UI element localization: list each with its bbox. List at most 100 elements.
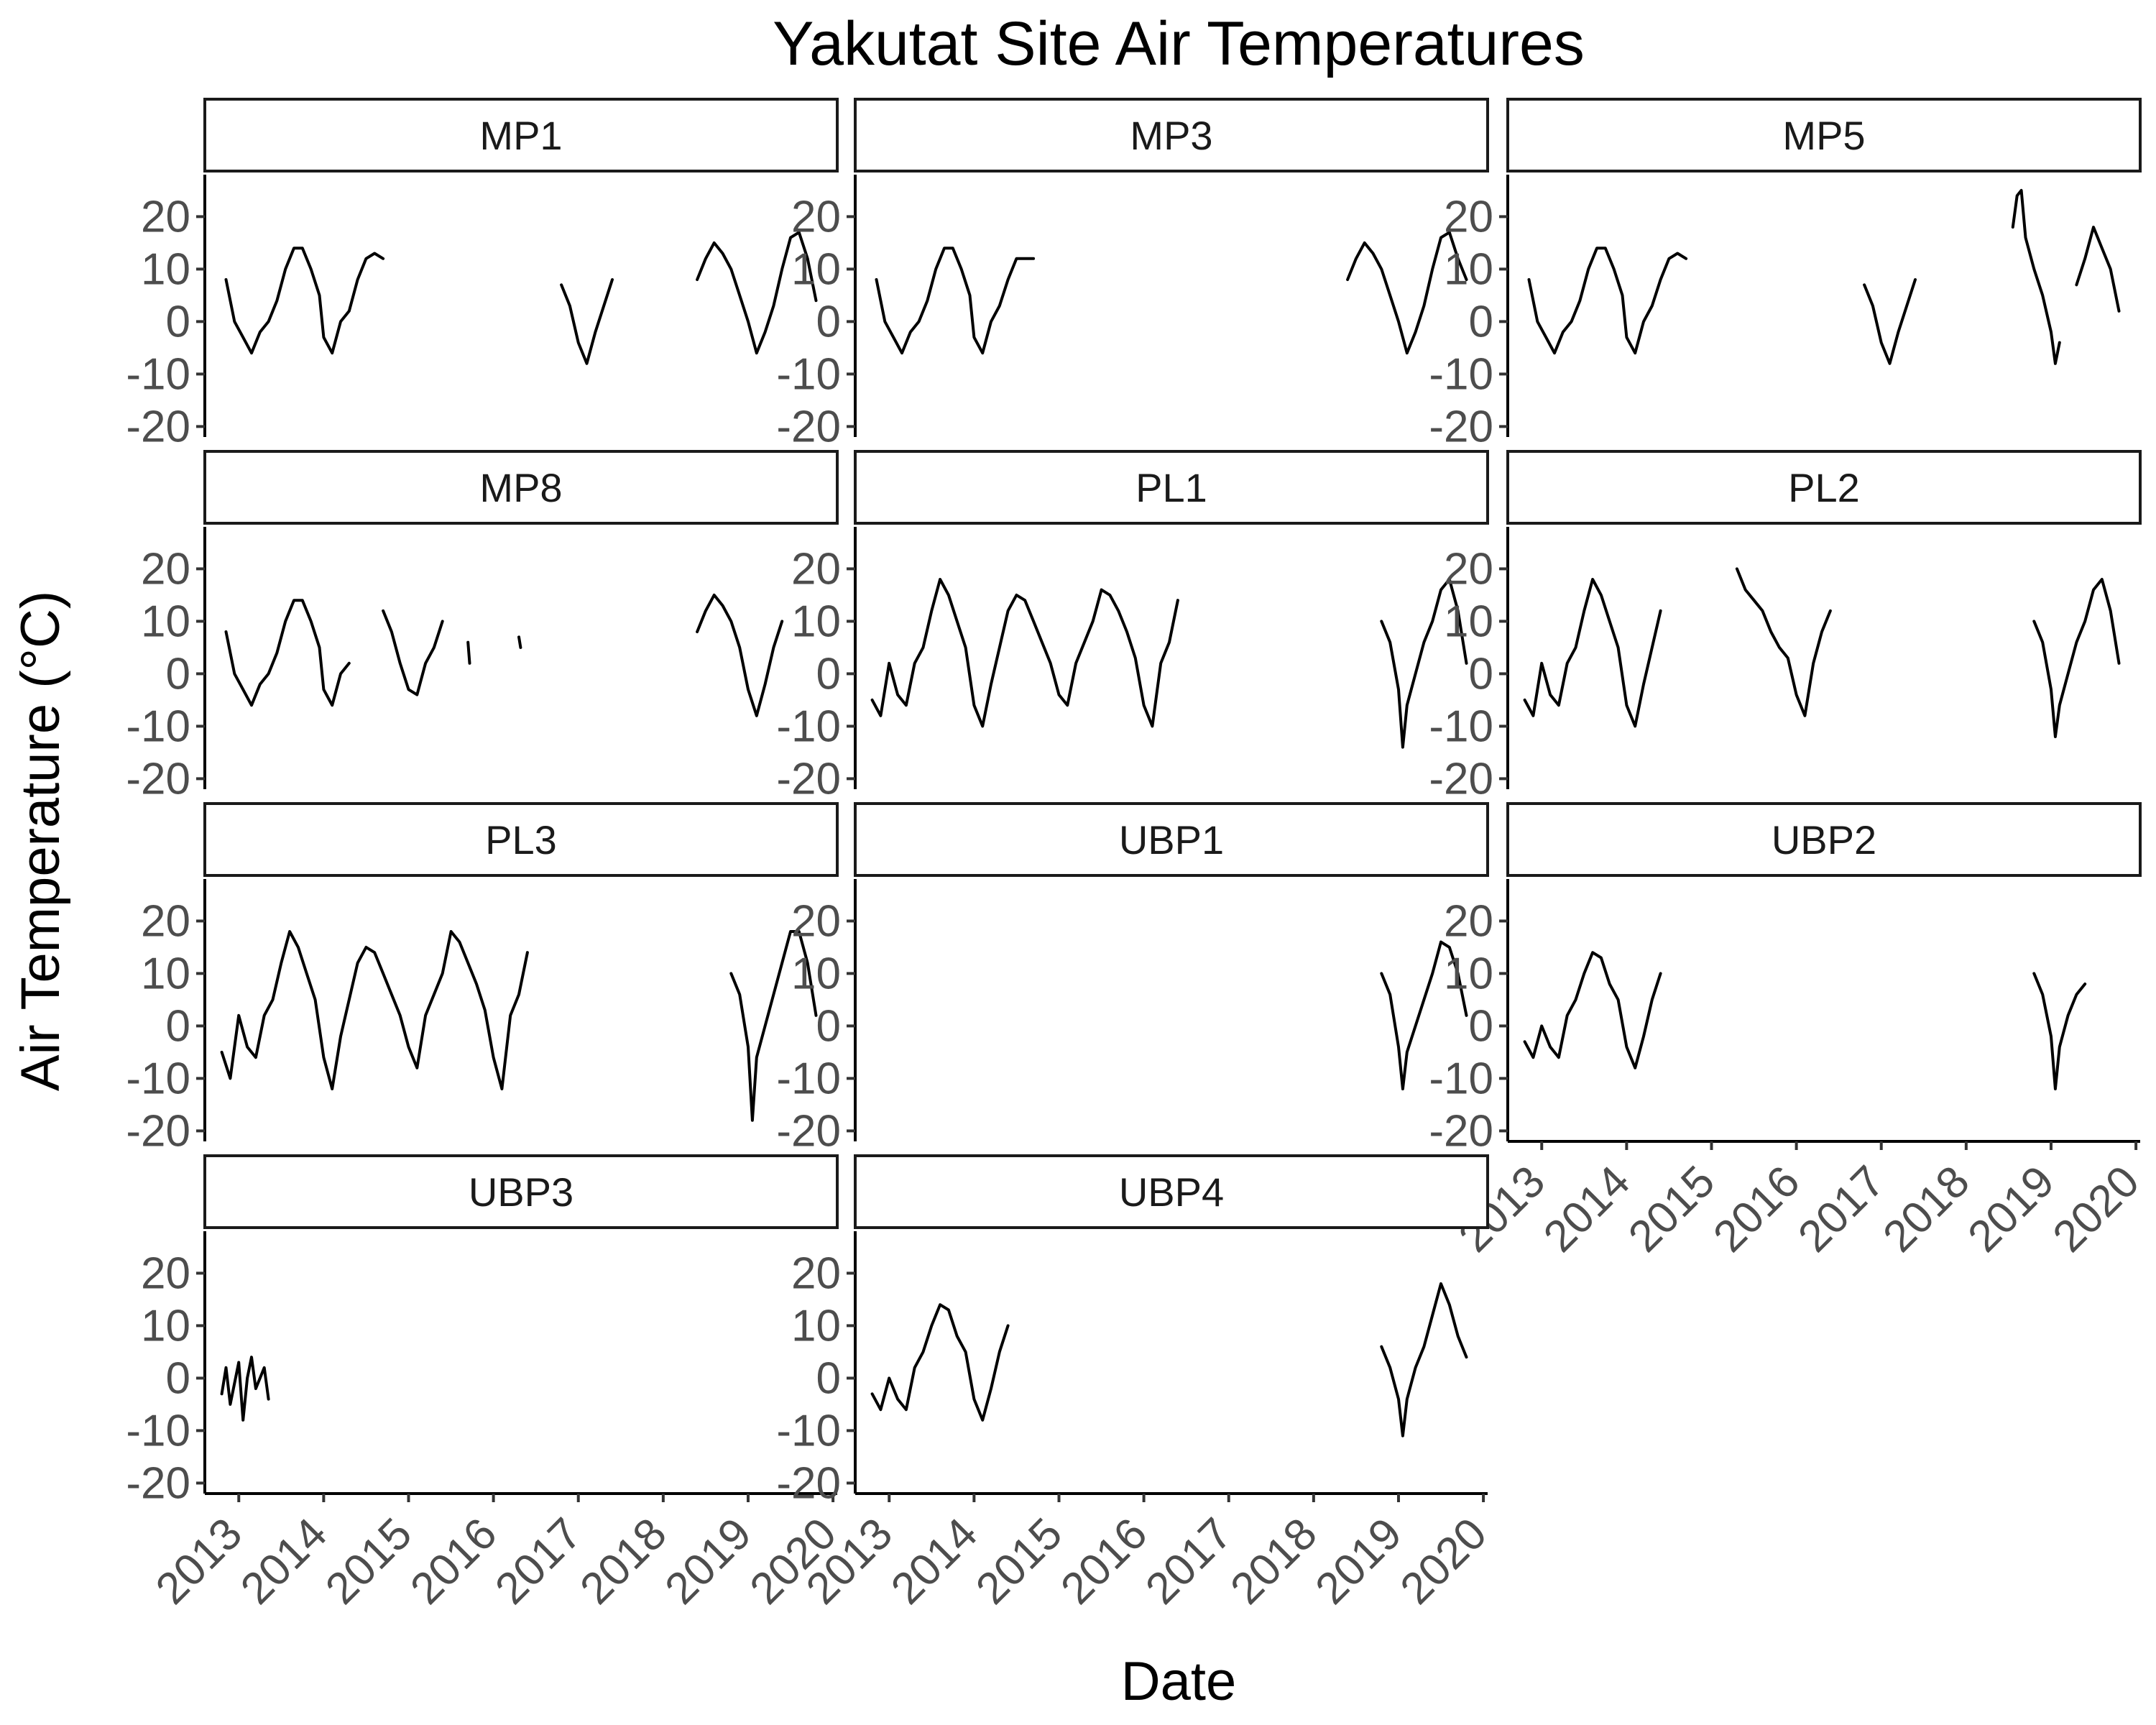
x-tick-label: 2020 [2044,1156,2149,1261]
x-tick-label: 2019 [1959,1156,2064,1261]
y-tick-label: 10 [1444,244,1493,294]
y-tick-label: -10 [1429,349,1493,399]
series-line-mp5 [1863,278,1917,365]
series-line-mp5 [2011,188,2061,365]
series-line-mp5 [2075,226,2121,313]
y-tick-label: -20 [1429,1106,1493,1156]
series-line-mp8 [224,599,351,707]
panel-strip-label: MP5 [1782,113,1865,158]
y-tick-label: -10 [776,1054,841,1103]
series-line-mp8 [466,640,471,665]
y-tick-label: 20 [791,896,841,946]
x-tick-label: 2020 [1391,1509,1496,1614]
y-tick-label: -20 [126,402,190,451]
panel-strip [854,450,1489,525]
panel-strip [203,802,839,877]
panel-ubp2: UBP2-20-10010202013201420152016201720182… [1429,802,2149,1261]
x-tick-label: 2014 [231,1509,336,1614]
series-line-pl1 [870,578,1179,728]
x-tick-label: 2019 [1307,1509,1411,1614]
panel-strip [1506,450,2142,525]
panel-strip [854,802,1489,877]
y-tick-label: 10 [141,949,190,998]
panel-strip-label: UBP4 [1119,1169,1224,1215]
y-tick-label: 20 [141,896,190,946]
y-tick-label: 20 [791,544,841,594]
y-tick-label: -10 [1429,1054,1493,1103]
y-tick-label: 0 [816,649,841,699]
y-tick-label: -10 [126,702,190,751]
y-tick-label: -20 [776,1106,841,1156]
series-line-mp1 [560,278,614,365]
x-tick-label: 2017 [1789,1156,1894,1261]
series-line-mp1 [224,247,385,355]
y-tick-label: 10 [791,1301,841,1351]
series-line-mp8 [696,593,784,717]
series-line-mp3 [875,247,1036,355]
y-tick-label: -10 [776,1406,841,1455]
y-tick-label: -20 [126,1458,190,1508]
y-tick-label: -10 [126,1054,190,1103]
y-tick-label: -20 [776,402,841,451]
x-tick-label: 2017 [1136,1509,1241,1614]
y-tick-label: 20 [1444,544,1493,594]
x-tick-label: 2016 [401,1509,506,1614]
y-tick-label: -10 [776,349,841,399]
y-tick-label: 0 [1469,1001,1493,1051]
y-tick-label: 20 [791,1248,841,1298]
series-line-ubp2 [2032,972,2087,1090]
x-tick-label: 2016 [1051,1509,1156,1614]
y-tick-label: 0 [166,1353,190,1403]
panel-strip-label: MP1 [479,113,562,158]
panel-strip-label: UBP3 [469,1169,573,1215]
series-line-pl2 [2032,578,2121,738]
y-tick-label: 20 [141,544,190,594]
x-tick-label: 2013 [147,1509,252,1614]
series-line-mp3 [1346,231,1468,355]
panel-strip [854,98,1489,172]
x-tick-label: 2015 [1619,1156,1724,1261]
x-tick-label: 2014 [882,1509,987,1614]
y-tick-label: -20 [776,1458,841,1508]
y-tick-label: 10 [791,949,841,998]
panels: MP1-20-1001020MP3-20-1001020MP5-20-10010… [126,98,2149,1614]
series-line-ubp4 [1380,1282,1468,1438]
panel-strip [203,450,839,525]
x-tick-label: 2018 [1874,1156,1978,1261]
x-tick-label: 2017 [486,1509,591,1614]
y-tick-label: 20 [1444,896,1493,946]
y-tick-label: 20 [141,1248,190,1298]
series-line-pl3 [729,930,818,1122]
y-tick-label: -10 [126,1406,190,1455]
y-tick-label: -10 [776,702,841,751]
panel-strip [1506,98,2142,172]
x-tick-label: 2015 [967,1509,1072,1614]
y-tick-label: 20 [141,192,190,242]
y-tick-label: 10 [791,597,841,646]
x-tick-label: 2018 [1221,1509,1326,1614]
series-line-pl1 [1380,578,1468,749]
y-tick-label: -20 [126,754,190,804]
y-tick-label: 10 [141,597,190,646]
y-tick-label: 0 [1469,649,1493,699]
x-tick-label: 2019 [656,1509,761,1614]
panel-strip [1506,802,2142,877]
y-tick-label: 0 [816,297,841,346]
y-tick-label: 0 [166,1001,190,1051]
panel-ubp4: UBP4-20-10010202013201420152016201720182… [776,1154,1496,1614]
y-tick-label: -20 [776,754,841,804]
y-tick-label: 0 [166,649,190,699]
chart-title: Yakutat Site Air Temperatures [773,9,1585,78]
y-tick-label: 0 [816,1353,841,1403]
series-line-ubp4 [870,1303,1010,1422]
series-line-ubp3 [220,1356,270,1422]
series-line-ubp2 [1523,951,1662,1070]
y-tick-label: 10 [1444,949,1493,998]
series-line-pl2 [1523,578,1662,728]
